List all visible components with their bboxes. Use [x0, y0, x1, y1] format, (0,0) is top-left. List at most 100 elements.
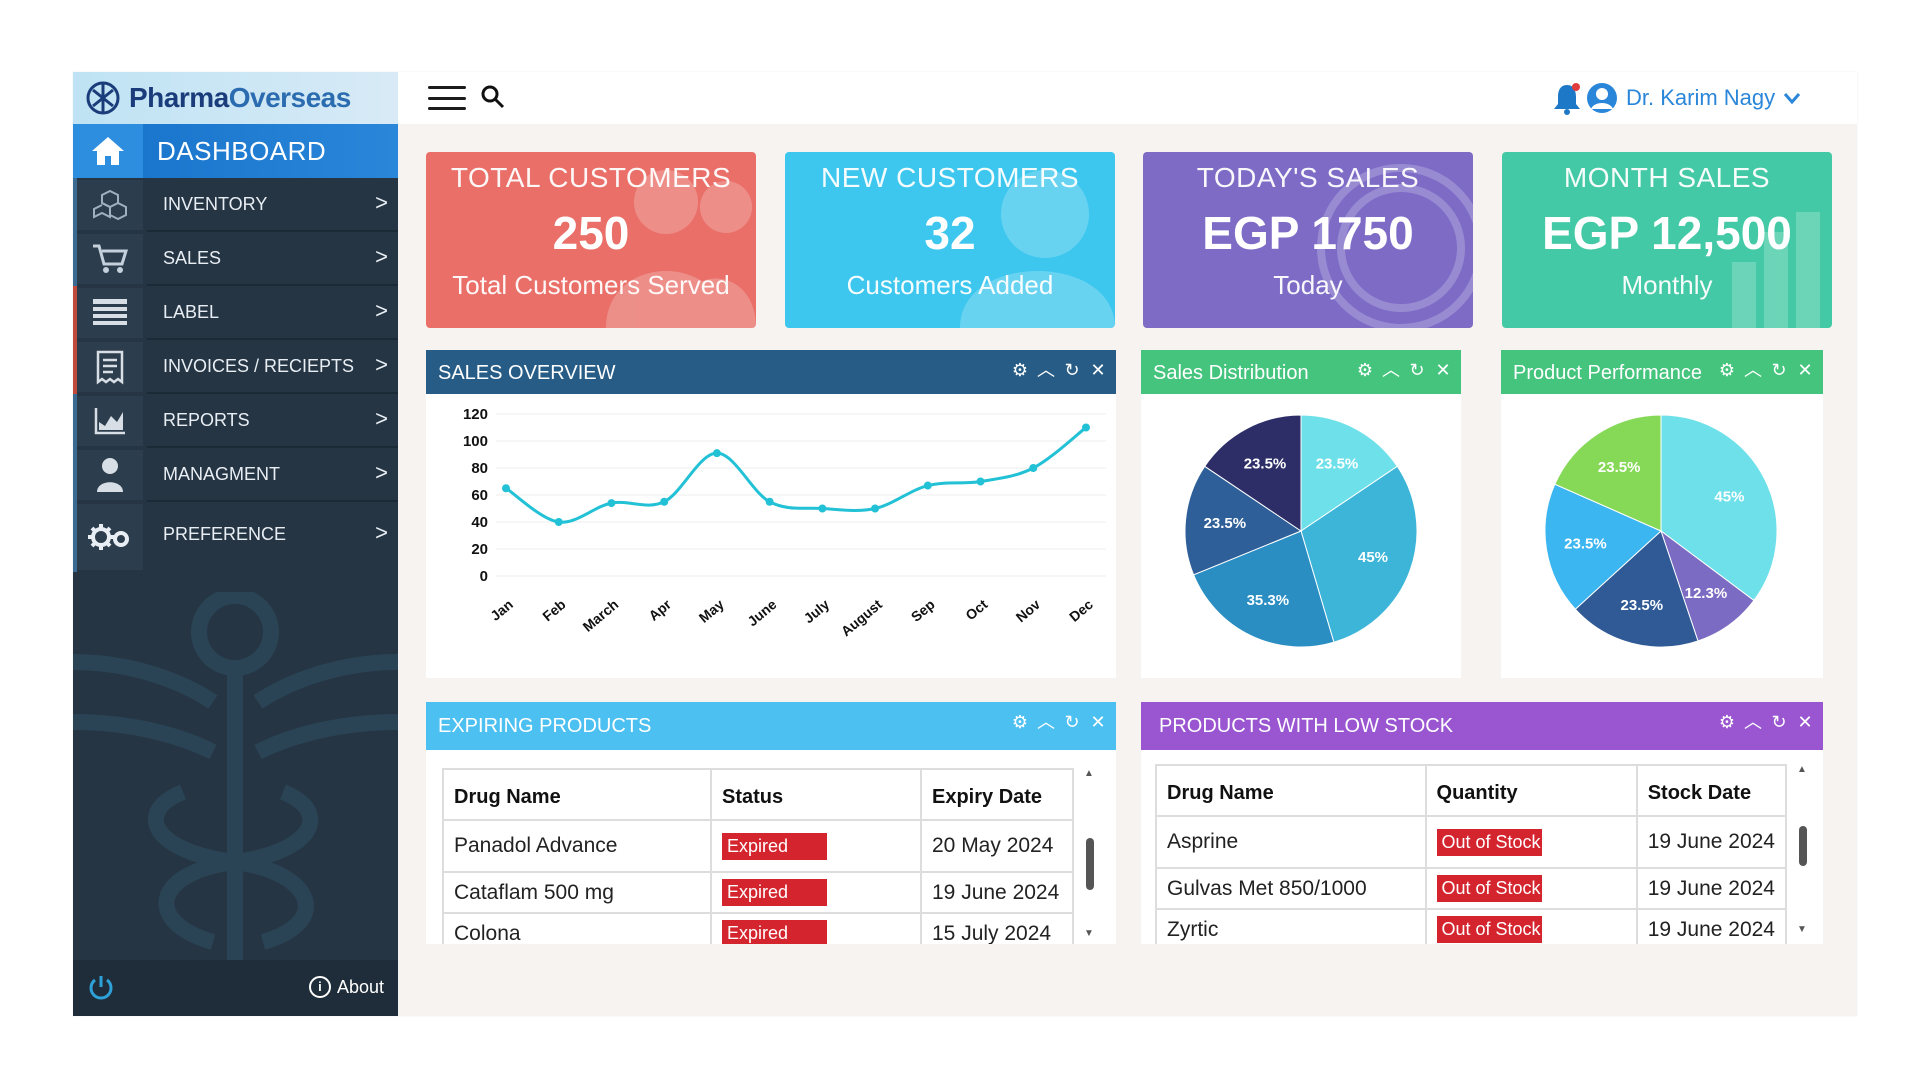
sidebar-item-preference[interactable]: PREFERENCE >	[73, 502, 398, 572]
card-new-customers[interactable]: NEW CUSTOMERS 32 Customers Added	[785, 152, 1115, 328]
scrollbar[interactable]: ▲ ▼	[1795, 764, 1809, 940]
sidebar-item-label: SALES	[163, 248, 222, 268]
about-button[interactable]: i About	[308, 976, 384, 998]
power-icon[interactable]	[87, 974, 115, 1009]
scrollbar-thumb[interactable]	[1799, 826, 1807, 866]
close-icon[interactable]: ✕	[1090, 712, 1106, 732]
collapse-icon[interactable]: ︿	[1037, 712, 1055, 732]
data-point[interactable]	[502, 484, 510, 493]
collapse-icon[interactable]: ︿	[1744, 712, 1762, 732]
collapse-icon[interactable]: ︿	[1744, 360, 1762, 380]
sidebar-item-label: PREFERENCE	[163, 524, 287, 544]
pie-slice[interactable]	[1660, 414, 1778, 602]
chevron-right-icon: >	[375, 244, 388, 269]
table-row[interactable]: Zyrtic Out of Stock 19 June 2024	[1155, 908, 1788, 944]
card-title: MONTH SALES	[1563, 162, 1771, 193]
card-value: EGP 12,500	[1542, 207, 1792, 259]
sidebar-item-label-menu[interactable]: LABEL >	[73, 286, 398, 340]
close-icon[interactable]: ✕	[1797, 712, 1813, 732]
refresh-icon[interactable]: ↻	[1409, 360, 1425, 380]
pie-slice[interactable]	[1184, 465, 1303, 576]
x-tick-label: July	[801, 596, 833, 626]
column-header[interactable]: Stock Date	[1635, 764, 1788, 817]
search-icon[interactable]	[480, 84, 506, 115]
x-tick-label: June	[744, 596, 779, 629]
card-month-sales[interactable]: MONTH SALES EGP 12,500 Monthly	[1502, 152, 1832, 328]
column-header[interactable]: Status	[710, 768, 922, 821]
user-menu[interactable]: Dr. Karim Nagy	[1586, 82, 1801, 114]
sidebar-item-dashboard[interactable]: DASHBOARD	[73, 124, 398, 178]
sidebar-item-inventory[interactable]: INVENTORY >	[73, 178, 398, 232]
table-row[interactable]: Asprine Out of Stock 19 June 2024	[1155, 815, 1788, 869]
hamburger-menu-icon[interactable]	[428, 86, 466, 110]
refresh-icon[interactable]: ↻	[1771, 712, 1787, 732]
status-badge: Expired	[722, 879, 827, 906]
sidebar-item-invoices[interactable]: INVOICES / RECIEPTS >	[73, 340, 398, 394]
refresh-icon[interactable]: ↻	[1064, 360, 1080, 380]
gear-icon[interactable]: ⚙	[1718, 712, 1736, 732]
expiry-date: 20 May 2024	[920, 819, 1074, 873]
notification-bell-icon[interactable]	[1552, 82, 1582, 121]
gear-icon[interactable]: ⚙	[1718, 360, 1736, 380]
sidebar-item-sales[interactable]: SALES >	[73, 232, 398, 286]
data-point[interactable]	[976, 477, 985, 486]
pie-slice[interactable]	[1300, 465, 1418, 643]
pie-slice[interactable]	[1192, 530, 1335, 648]
x-tick-label: March	[580, 596, 622, 635]
data-point[interactable]	[818, 504, 827, 513]
data-point[interactable]	[765, 497, 774, 506]
column-header[interactable]: Quantity	[1424, 764, 1638, 817]
collapse-icon[interactable]: ︿	[1382, 360, 1400, 380]
gear-icon[interactable]: ⚙	[1356, 360, 1374, 380]
brand-logo[interactable]: PharmaOverseas	[73, 72, 398, 124]
pie-slice[interactable]	[1300, 414, 1398, 532]
data-point[interactable]	[1029, 464, 1038, 472]
table-row[interactable]: Colona Expired 15 July 2024	[442, 912, 1074, 944]
y-tick-label: 60	[471, 487, 488, 504]
sidebar-item-reports[interactable]: REPORTS >	[73, 394, 398, 448]
table-row[interactable]: Panadol Advance Expired 20 May 2024	[442, 819, 1074, 873]
gear-icon[interactable]: ⚙	[1011, 712, 1029, 732]
x-tick-label: Feb	[539, 596, 568, 624]
card-value: 250	[552, 207, 630, 259]
data-point[interactable]	[1082, 423, 1090, 432]
scroll-up-icon[interactable]: ▲	[1084, 768, 1094, 779]
list-icon	[77, 288, 143, 338]
scrollbar-thumb[interactable]	[1086, 838, 1094, 890]
refresh-icon[interactable]: ↻	[1771, 360, 1787, 380]
card-total-customers[interactable]: TOTAL CUSTOMERS 250 Total Customers Serv…	[426, 152, 756, 328]
collapse-icon[interactable]: ︿	[1037, 360, 1055, 380]
pie-slice[interactable]	[1204, 414, 1302, 532]
table-row[interactable]: Gulvas Met 850/1000 Out of Stock 19 June…	[1155, 867, 1788, 910]
pie-slice[interactable]	[1544, 483, 1662, 610]
chevron-down-icon	[1784, 93, 1801, 105]
data-point[interactable]	[712, 449, 721, 458]
drug-name: Panadol Advance	[442, 819, 712, 873]
sidebar-item-label: REPORTS	[163, 410, 250, 430]
scroll-down-icon[interactable]: ▼	[1084, 928, 1094, 939]
pie-slice[interactable]	[1554, 414, 1662, 532]
column-header[interactable]: Drug Name	[1155, 764, 1427, 817]
column-header[interactable]: Expiry Date	[920, 768, 1074, 821]
pie-slice[interactable]	[1574, 530, 1699, 648]
panel-title: SALES OVERVIEW	[438, 362, 616, 384]
data-point[interactable]	[923, 481, 932, 490]
close-icon[interactable]: ✕	[1090, 360, 1106, 380]
data-point[interactable]	[871, 504, 880, 513]
scroll-down-icon[interactable]: ▼	[1797, 924, 1807, 935]
x-tick-label: Oct	[962, 596, 990, 623]
close-icon[interactable]: ✕	[1435, 360, 1451, 380]
column-header[interactable]: Drug Name	[442, 768, 712, 821]
refresh-icon[interactable]: ↻	[1064, 712, 1080, 732]
gear-icon[interactable]: ⚙	[1011, 360, 1029, 380]
sidebar-item-management[interactable]: MANAGMENT >	[73, 448, 398, 502]
card-todays-sales[interactable]: TODAY'S SALES EGP 1750 Today	[1143, 152, 1473, 328]
data-point[interactable]	[660, 497, 669, 506]
data-point[interactable]	[607, 499, 616, 508]
data-point[interactable]	[554, 518, 563, 526]
scroll-up-icon[interactable]: ▲	[1797, 764, 1807, 775]
table-row[interactable]: Cataflam 500 mg Expired 19 June 2024	[442, 871, 1074, 914]
close-icon[interactable]: ✕	[1797, 360, 1813, 380]
drug-name: Zyrtic	[1155, 908, 1427, 944]
scrollbar[interactable]: ▲ ▼	[1082, 768, 1096, 944]
